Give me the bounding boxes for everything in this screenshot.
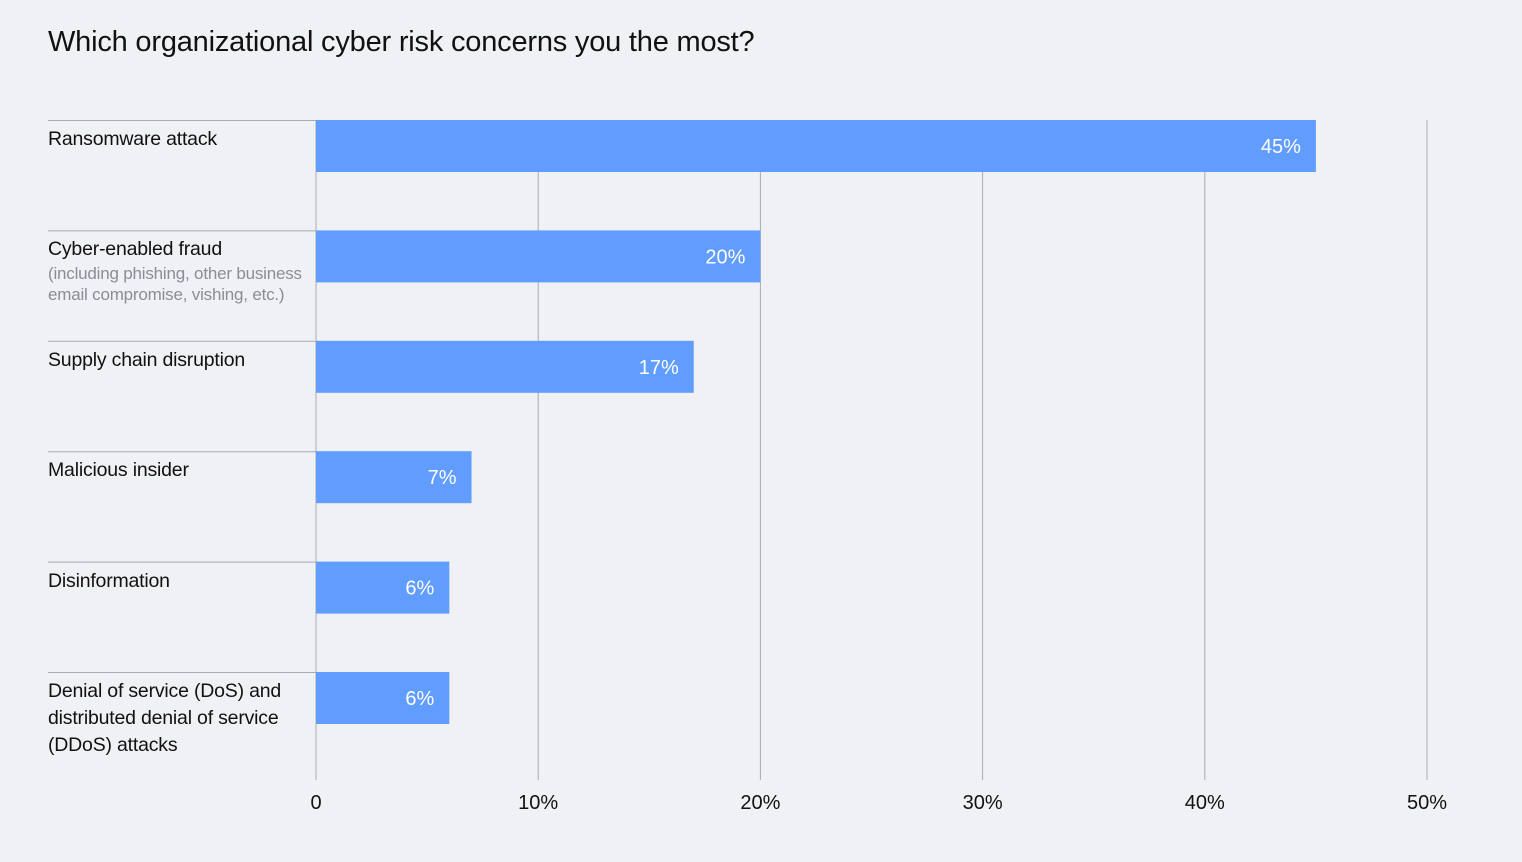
category-label-text: Malicious insider (48, 459, 189, 482)
x-tick-label-1: 10% (518, 792, 558, 814)
bar-5 (316, 672, 450, 724)
category-label-text: Ransomware attack (48, 128, 217, 150)
category-label-1: Cyber-enabled fraud (including phishing, … (48, 236, 303, 305)
category-label-text: Supply chain disruption (48, 348, 246, 371)
bar-value-label-0: 45% (1261, 136, 1301, 158)
x-tick-label-4: 40% (1185, 792, 1225, 814)
category-label-text: Denial of service (DoS) and distributed … (48, 680, 282, 756)
bar-3 (316, 451, 472, 504)
bar-1 (316, 230, 761, 283)
bar-value-label-5: 6% (405, 688, 434, 710)
bar-4 (316, 561, 450, 614)
x-tick-label-0: 0 (310, 792, 321, 814)
category-label-text: Disinformation (48, 569, 170, 592)
bar-value-label-4: 6% (405, 578, 434, 600)
chart-title: Which organizational cyber risk concerns… (48, 26, 755, 58)
category-label-5: Denial of service (DoS) and distributed … (48, 678, 303, 759)
x-tick-label-3: 30% (963, 792, 1003, 814)
bar-value-label-3: 7% (428, 467, 457, 489)
category-sublabel-text: (including phishing, other business emai… (48, 264, 302, 305)
category-label-2: Supply chain disruption (48, 347, 303, 374)
category-label-0: Ransomware attack (48, 126, 303, 153)
category-label-3: Malicious insider (48, 457, 303, 484)
x-tick-label-2: 20% (740, 792, 780, 814)
category-label-4: Disinformation (48, 568, 303, 595)
bar-2 (316, 340, 694, 393)
bar-value-label-2: 17% (639, 357, 679, 379)
category-label-text: Cyber-enabled fraud (48, 238, 222, 261)
bar-value-label-1: 20% (705, 246, 745, 268)
bar-0 (316, 120, 1316, 172)
x-tick-label-5: 50% (1407, 792, 1447, 814)
